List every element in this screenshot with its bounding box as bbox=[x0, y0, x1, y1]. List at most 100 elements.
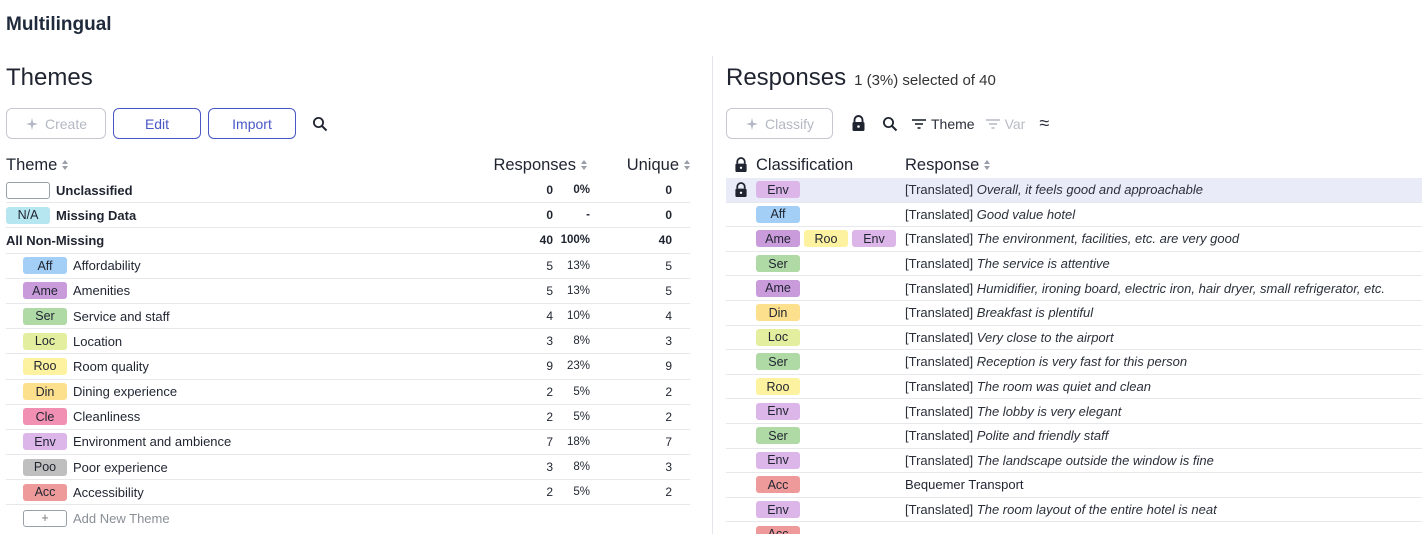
theme-tag[interactable]: Loc bbox=[756, 328, 800, 346]
theme-tag[interactable]: Ame bbox=[756, 230, 800, 248]
response-row[interactable]: Aff [Translated] Good value hotel bbox=[726, 203, 1422, 228]
theme-response-percent: 8% bbox=[573, 461, 590, 474]
classification-cell: Acc bbox=[756, 476, 905, 494]
lock-column-header[interactable] bbox=[726, 157, 756, 173]
theme-name: Cleanliness bbox=[73, 409, 141, 425]
response-column-header[interactable]: Response bbox=[905, 156, 1422, 175]
theme-row[interactable]: Cle Cleanliness 2 5% 2 bbox=[6, 405, 690, 430]
theme-tag[interactable]: Acc bbox=[756, 525, 800, 534]
theme-row[interactable]: Roo Room quality 9 23% 9 bbox=[6, 354, 690, 380]
lock-cell[interactable] bbox=[726, 181, 756, 198]
theme-code-badge bbox=[6, 181, 50, 199]
theme-tag[interactable]: Env bbox=[756, 402, 800, 420]
response-row[interactable]: Ame [Translated] Humidifier, ironing boar… bbox=[726, 276, 1422, 301]
responses-column-header[interactable]: Responses bbox=[490, 156, 587, 175]
response-row[interactable]: Ame Roo Env [Translated] The environment, f… bbox=[726, 227, 1422, 252]
response-row[interactable]: Env [Translated] The room layout of the e… bbox=[726, 498, 1422, 523]
theme-name-cell: Roo Room quality bbox=[6, 357, 523, 375]
theme-code-badge[interactable]: Aff bbox=[23, 257, 67, 275]
theme-tag[interactable]: Din bbox=[756, 304, 800, 322]
theme-tag[interactable]: Acc bbox=[756, 476, 800, 494]
theme-row[interactable]: Din Dining experience 2 5% 2 bbox=[6, 380, 690, 405]
create-button[interactable]: Create bbox=[6, 108, 106, 139]
theme-tag[interactable]: Ser bbox=[756, 353, 800, 371]
response-row[interactable]: Roo [Translated] The room was quiet and c… bbox=[726, 375, 1422, 400]
theme-code-badge[interactable]: Poo bbox=[23, 458, 67, 476]
theme-code-badge[interactable]: Roo bbox=[23, 357, 67, 375]
search-icon[interactable] bbox=[879, 113, 901, 135]
theme-response-count: 4 bbox=[546, 309, 553, 324]
var-filter-label: Var bbox=[1004, 115, 1026, 132]
response-row[interactable]: Din [Translated] Breakfast is plentiful bbox=[726, 301, 1422, 326]
response-text: The room layout of the entire hotel is n… bbox=[976, 502, 1217, 518]
unique-column-header[interactable]: Unique bbox=[587, 156, 690, 175]
theme-filter-button[interactable]: Theme bbox=[911, 116, 975, 132]
response-text: Polite and friendly staff bbox=[976, 428, 1109, 444]
theme-tag[interactable]: Env bbox=[852, 230, 896, 248]
theme-column-header[interactable]: Theme bbox=[6, 156, 490, 175]
response-row[interactable]: Ser [Translated] The service is attentive bbox=[726, 252, 1422, 277]
theme-row[interactable]: Acc Accessibility 2 5% 2 bbox=[6, 480, 690, 506]
response-row[interactable]: Acc Bequemer Transport bbox=[726, 473, 1422, 498]
theme-name-cell: Aff Affordability bbox=[6, 257, 523, 275]
translated-prefix: [Translated] bbox=[905, 305, 974, 321]
theme-unique-count: 7 bbox=[665, 434, 672, 449]
theme-tag[interactable]: Env bbox=[756, 181, 800, 199]
response-row[interactable]: Loc [Translated] Very close to the airpor… bbox=[726, 326, 1422, 351]
theme-row[interactable]: Loc Location 3 8% 3 bbox=[6, 329, 690, 355]
theme-unique-count: 3 bbox=[665, 334, 672, 349]
theme-row[interactable]: N/A Missing Data 0 - 0 bbox=[6, 203, 690, 229]
theme-unique-count: 0 bbox=[665, 208, 672, 223]
classify-button[interactable]: Classify bbox=[726, 108, 833, 139]
approximate-icon[interactable]: ≈ bbox=[1039, 113, 1050, 133]
responses-toolbar: Classify Theme Var ≈ bbox=[726, 108, 1422, 139]
theme-name: Accessibility bbox=[73, 484, 144, 500]
theme-code-badge[interactable]: Cle bbox=[23, 408, 67, 426]
theme-row[interactable]: Aff Affordability 5 13% 5 bbox=[6, 254, 690, 279]
theme-code-badge[interactable]: Ser bbox=[23, 307, 67, 325]
response-row[interactable]: Env [Translated] Overall, it feels good a… bbox=[726, 178, 1422, 203]
theme-response-count: 2 bbox=[546, 384, 553, 399]
theme-row[interactable]: Ame Amenities 5 13% 5 bbox=[6, 279, 690, 304]
response-row[interactable]: Ser [Translated] Reception is very fast f… bbox=[726, 350, 1422, 375]
theme-tag[interactable]: Aff bbox=[756, 205, 800, 223]
theme-name-cell: Loc Location bbox=[6, 332, 523, 350]
theme-code-badge[interactable]: Env bbox=[23, 433, 67, 451]
response-text: Good value hotel bbox=[976, 206, 1076, 222]
response-row[interactable]: Env [Translated] The landscape outside th… bbox=[726, 449, 1422, 474]
classification-cell: Env bbox=[756, 181, 905, 199]
plus-icon[interactable]: + bbox=[23, 509, 67, 527]
search-icon[interactable] bbox=[309, 113, 331, 135]
theme-row[interactable]: Ser Service and staff 4 10% 4 bbox=[6, 304, 690, 330]
theme-name-cell: Din Dining experience bbox=[6, 383, 523, 401]
theme-tag[interactable]: Roo bbox=[756, 378, 800, 396]
theme-tag[interactable]: Ame bbox=[756, 279, 800, 297]
response-row[interactable]: Acc bbox=[726, 522, 1422, 534]
theme-tag[interactable]: Roo bbox=[804, 230, 848, 248]
theme-code-badge[interactable]: Din bbox=[23, 383, 67, 401]
response-row[interactable]: Ser [Translated] Polite and friendly staf… bbox=[726, 424, 1422, 449]
add-new-theme-label[interactable]: Add New Theme bbox=[73, 510, 170, 526]
theme-code-badge[interactable]: Ame bbox=[23, 282, 67, 300]
response-row[interactable]: Env [Translated] The lobby is very elegan… bbox=[726, 399, 1422, 424]
theme-row[interactable]: Env Environment and ambience 7 18% 7 bbox=[6, 430, 690, 456]
theme-tag[interactable]: Ser bbox=[756, 427, 800, 445]
theme-unique-count: 0 bbox=[665, 183, 672, 198]
theme-tag[interactable]: Env bbox=[756, 501, 800, 519]
theme-row[interactable]: Poo Poor experience 3 8% 3 bbox=[6, 455, 690, 481]
theme-row[interactable]: All Non-Missing 40 100% 40 bbox=[6, 228, 690, 254]
theme-code-badge[interactable]: Loc bbox=[23, 332, 67, 350]
theme-row[interactable]: Unclassified 0 0% 0 bbox=[6, 178, 690, 204]
import-button[interactable]: Import bbox=[208, 108, 296, 139]
theme-code-badge[interactable]: Acc bbox=[23, 483, 67, 501]
theme-tag[interactable]: Env bbox=[756, 451, 800, 469]
response-text-cell: [Translated] The environment, facilities… bbox=[905, 231, 1422, 246]
var-filter-button[interactable]: Var bbox=[985, 115, 1026, 132]
translated-prefix: [Translated] bbox=[905, 329, 974, 345]
theme-tag[interactable]: Ser bbox=[756, 255, 800, 273]
lock-icon[interactable] bbox=[847, 113, 869, 135]
classification-column-header[interactable]: Classification bbox=[756, 156, 905, 175]
selection-count: 1 (3%) selected of 40 bbox=[854, 72, 996, 89]
edit-button[interactable]: Edit bbox=[113, 108, 201, 139]
add-new-theme-row[interactable]: + Add New Theme bbox=[6, 505, 690, 530]
